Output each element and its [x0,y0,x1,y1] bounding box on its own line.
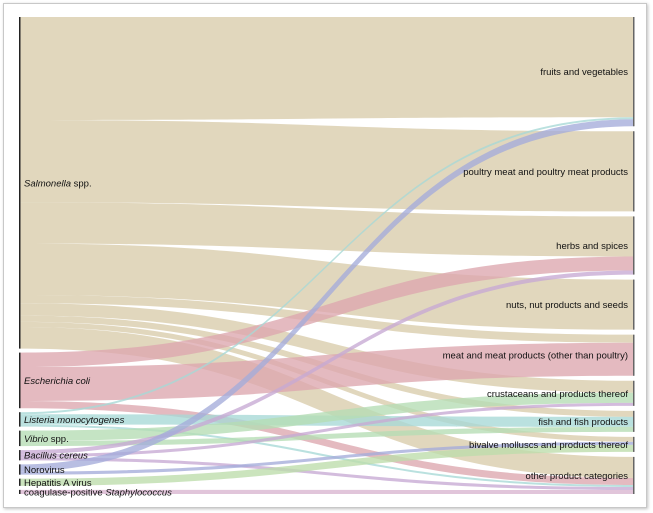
link-staph-to-other[interactable] [20,489,634,494]
target-label-other: other product categories [526,471,629,482]
source-node-vibrio[interactable] [19,430,21,447]
link-salmonella-to-herbs[interactable] [20,202,634,257]
source-label-salmonella: Salmonella spp. [24,178,92,189]
target-node-crust[interactable] [633,380,635,406]
target-label-poultry: poultry meat and poultry meat products [463,167,628,178]
target-label-meat: meat and meat products (other than poult… [443,351,628,362]
link-listeria-to-other[interactable] [20,424,634,487]
link-salmonella-to-other[interactable] [20,326,634,478]
target-label-crust: crustaceans and products thereof [487,389,628,400]
target-label-nuts: nuts, nut products and seeds [506,300,628,311]
target-label-bivalve: bivalve molluscs and products thereof [469,440,628,451]
target-label-fish: fish and fish products [538,417,628,428]
link-ecoli-to-herbs[interactable] [20,256,634,368]
target-label-herbs: herbs and spices [556,241,628,252]
link-norovirus-to-fruits[interactable] [20,119,634,472]
link-norovirus-to-bivalve[interactable] [20,441,634,475]
source-label-norovirus: Norovirus [24,465,65,476]
link-salmonella-to-crust[interactable] [20,303,634,393]
link-vibrio-to-fish[interactable] [20,426,634,447]
link-ecoli-to-meat[interactable] [20,342,634,402]
source-node-norovirus[interactable] [19,464,21,475]
link-bacillus-to-other[interactable] [20,457,634,490]
target-label-fruits: fruits and vegetables [540,67,628,78]
source-node-salmonella[interactable] [19,17,21,349]
source-node-ecoli[interactable] [19,352,21,409]
target-node-herbs[interactable] [633,216,635,275]
source-node-bacillus[interactable] [19,450,21,461]
target-node-fish[interactable] [633,410,635,432]
target-node-bivalve[interactable] [633,436,635,452]
target-node-fruits[interactable] [633,17,635,127]
link-salmonella-to-poultry[interactable] [20,119,634,212]
link-salmonella-to-fruits[interactable] [20,17,634,120]
source-label-hepa: Hepatitis A virus [24,478,92,489]
link-listeria-to-fruits[interactable] [20,117,634,415]
source-node-hepa[interactable] [19,478,21,486]
link-bacillus-to-crust[interactable] [20,402,634,458]
source-label-listeria: Listeria monocytogenes [24,415,125,426]
sankey-nodes [19,17,635,494]
source-node-staph[interactable] [19,489,21,494]
source-label-ecoli: Escherichia coli [24,376,91,387]
link-salmonella-to-nuts[interactable] [20,243,634,330]
target-node-nuts[interactable] [633,279,635,330]
source-label-vibrio: Vibrio spp. [24,434,69,445]
target-node-poultry[interactable] [633,131,635,212]
sankey-links [20,17,634,494]
link-salmonella-to-meat[interactable] [20,295,634,343]
sankey-labels: Salmonella spp. Escherichia coli Listeria … [24,67,628,498]
link-ecoli-to-other[interactable] [20,401,634,485]
source-label-bacillus: Bacillus cereus [24,451,88,462]
link-hepa-to-bivalve[interactable] [20,444,634,486]
source-label-staph: coagulase-positive Staphylococcus [24,487,172,498]
target-node-other[interactable] [633,456,635,494]
source-node-listeria[interactable] [19,412,21,427]
target-node-meat[interactable] [633,334,635,376]
link-bacillus-to-herbs[interactable] [20,270,634,455]
